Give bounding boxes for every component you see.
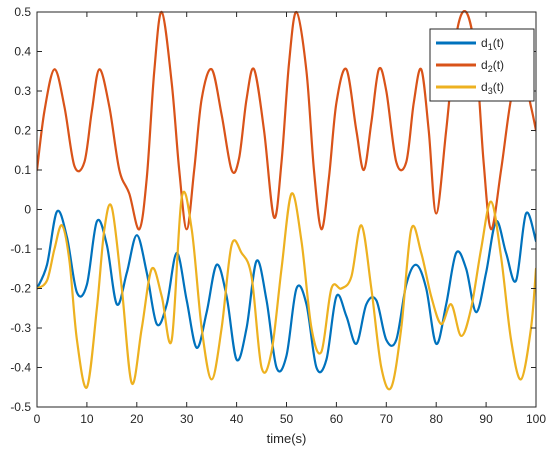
legend-label-2: d2(t) — [481, 58, 504, 74]
legend: d1(t) d2(t) d3(t) — [429, 28, 535, 102]
y-tick-label: -0.1 — [10, 242, 31, 256]
y-tick-label: 0.4 — [14, 45, 31, 59]
x-tick-label: 80 — [430, 412, 444, 426]
y-tick-label: -0.5 — [10, 400, 31, 414]
x-tick-label: 100 — [526, 412, 546, 426]
x-tick-label: 50 — [280, 412, 294, 426]
x-tick-label: 30 — [180, 412, 194, 426]
y-tick-label: 0.3 — [14, 84, 31, 98]
x-tick-label: 20 — [130, 412, 144, 426]
x-axis-label: time(s) — [267, 431, 307, 446]
y-tick-label: 0.5 — [14, 5, 31, 19]
x-tick-label: 0 — [34, 412, 41, 426]
x-tick-label: 90 — [479, 412, 493, 426]
x-tick-label: 70 — [380, 412, 394, 426]
y-tick-label: 0.1 — [14, 163, 31, 177]
x-tick-label: 40 — [230, 412, 244, 426]
legend-label-3: d3(t) — [481, 80, 504, 96]
y-tick-label: -0.2 — [10, 282, 31, 296]
y-tick-label: -0.3 — [10, 321, 31, 335]
series-1-line — [37, 209, 536, 374]
legend-label-1: d1(t) — [481, 36, 504, 52]
y-tick-label: 0 — [24, 203, 31, 217]
x-tick-label: 10 — [80, 412, 94, 426]
series-3-line — [37, 190, 536, 391]
y-axis-ticks: -0.5 -0.4 -0.3 -0.2 -0.1 0 0.1 0.2 0.3 0.4 0.5 — [10, 5, 536, 414]
y-tick-label: -0.4 — [10, 361, 31, 375]
x-tick-label: 60 — [330, 412, 344, 426]
y-tick-label: 0.2 — [14, 124, 31, 138]
x-axis-ticks: 0 10 20 30 40 50 60 70 80 90 100 — [34, 12, 546, 426]
